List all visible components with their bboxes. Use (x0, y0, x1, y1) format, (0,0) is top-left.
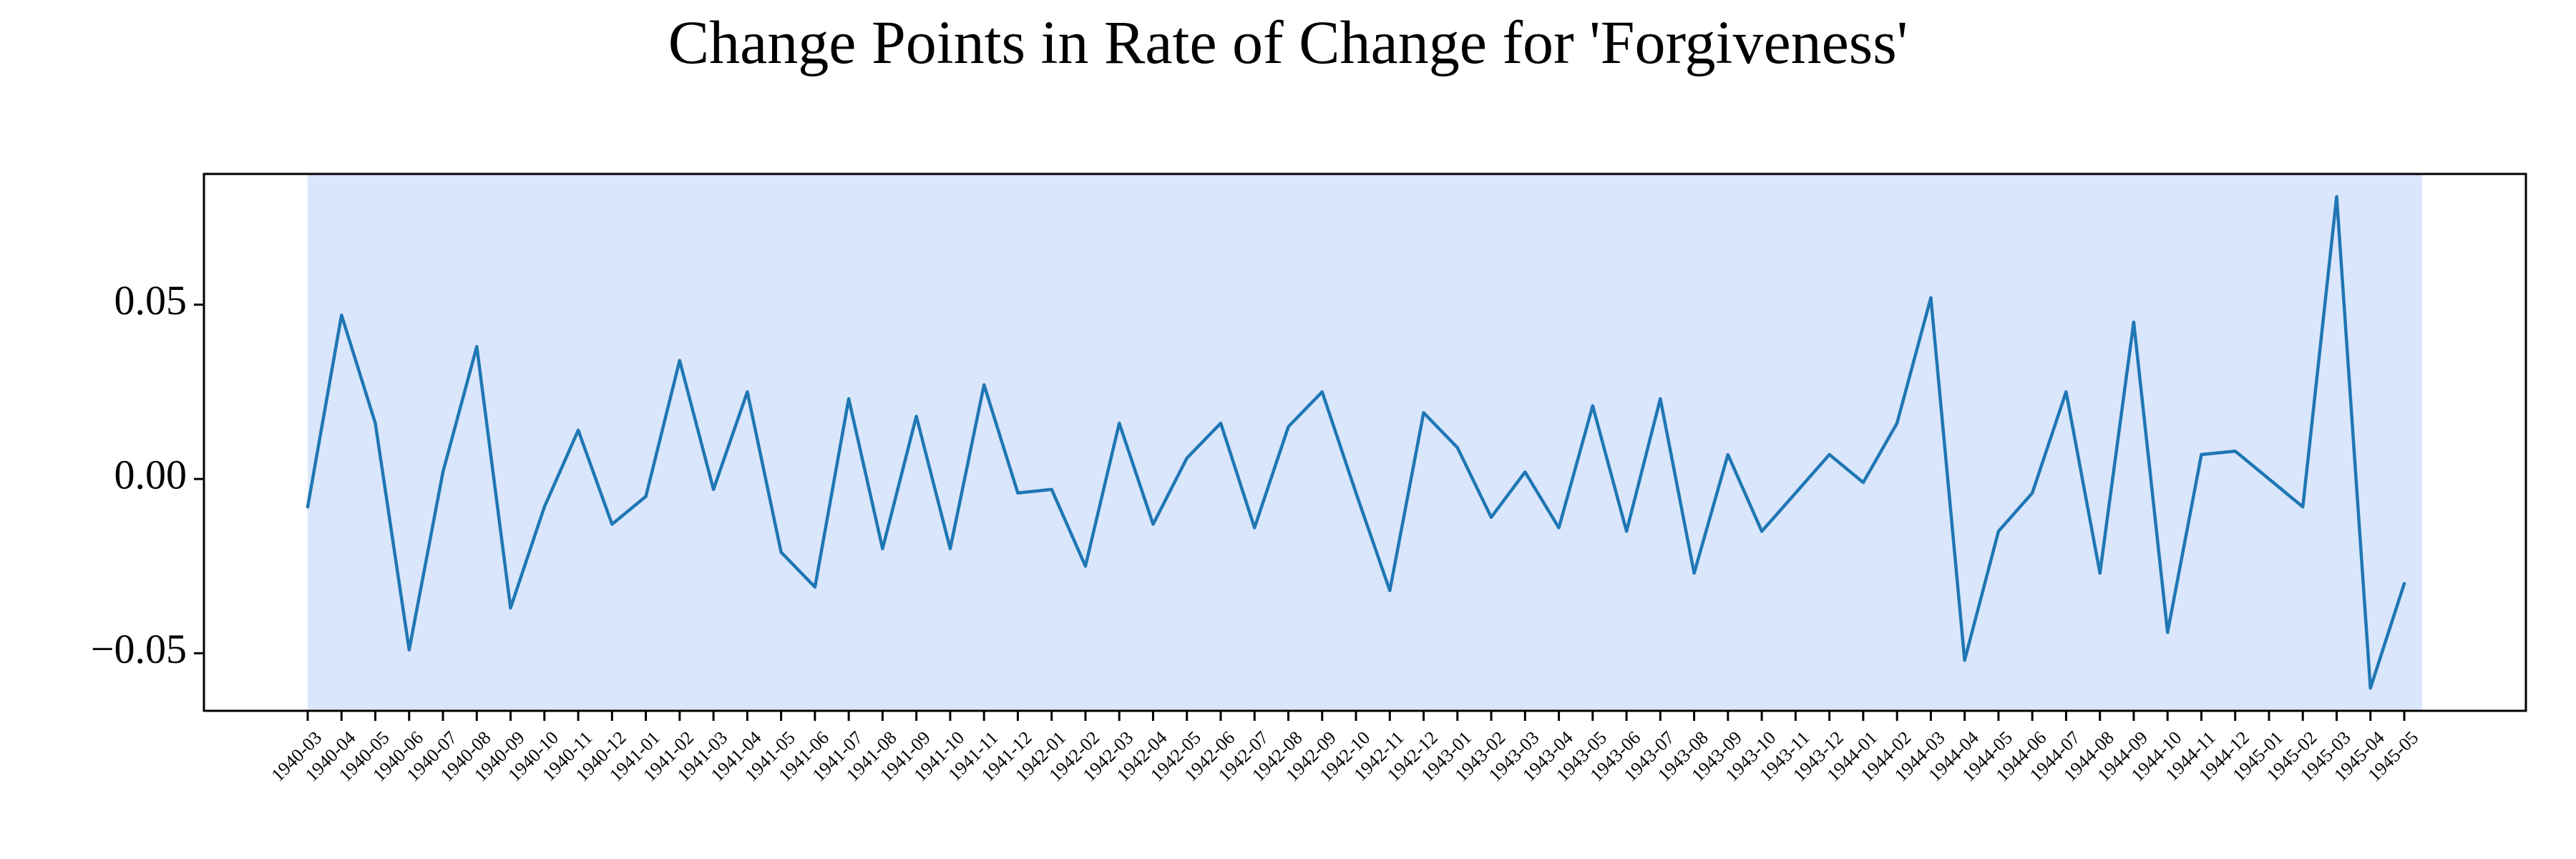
shaded-region-layer (308, 174, 2422, 711)
y-tick-label: 0.05 (114, 277, 187, 324)
series-line (306, 195, 2406, 690)
y-axis: −0.05 0.00 0.05 (91, 277, 204, 672)
series-line-layer (306, 195, 2406, 690)
shaded-region (308, 174, 2422, 711)
y-tick-label: −0.05 (91, 626, 187, 672)
plot-frame (203, 173, 2527, 712)
y-tick-label: 0.00 (114, 451, 187, 498)
chart-title: Change Points in Rate of Change for 'For… (668, 8, 1908, 77)
x-axis: 1940-031940-041940-051940-061940-071940-… (267, 711, 2422, 786)
